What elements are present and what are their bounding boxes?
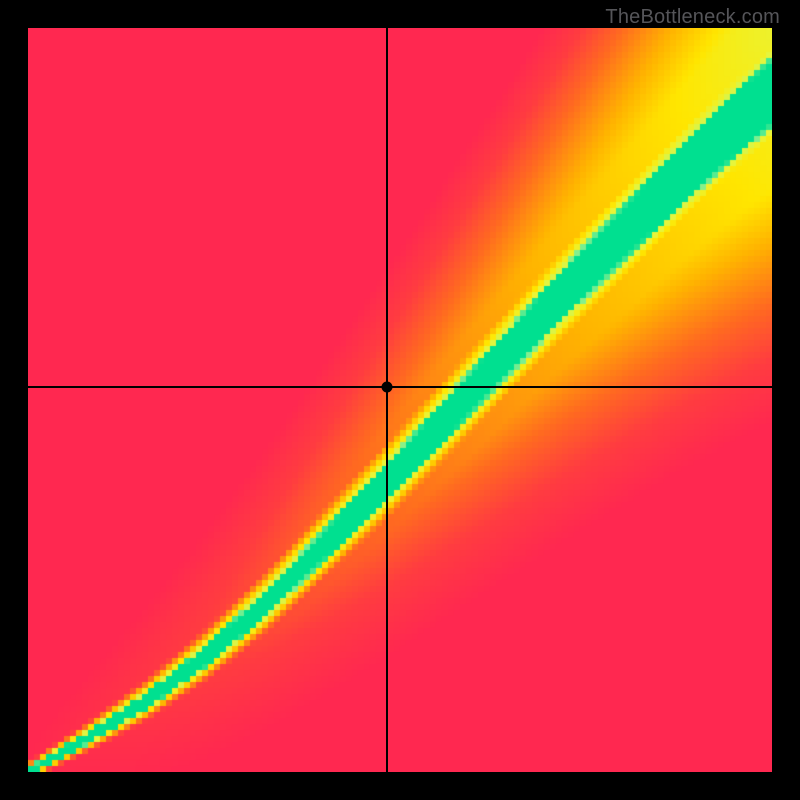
watermark-text: TheBottleneck.com <box>605 6 780 29</box>
crosshair-vertical <box>386 28 388 772</box>
crosshair-horizontal <box>28 386 772 388</box>
bottleneck-heatmap <box>28 28 772 772</box>
heatmap-canvas <box>28 28 772 772</box>
selected-point <box>381 381 392 392</box>
